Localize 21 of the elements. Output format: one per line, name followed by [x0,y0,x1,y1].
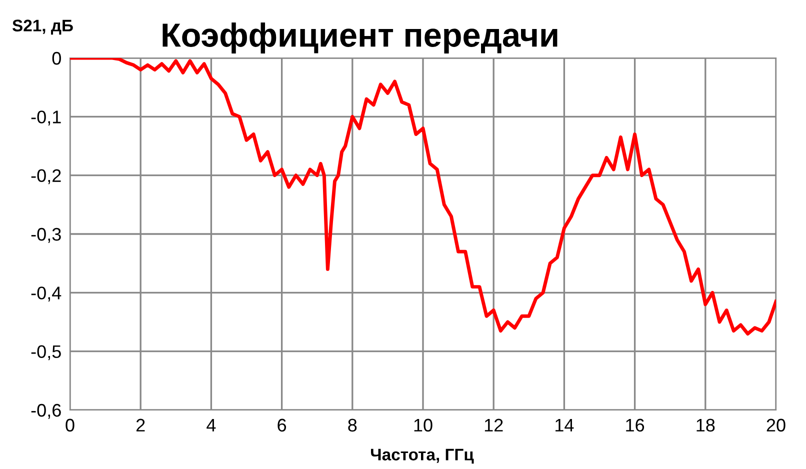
y-tick-label: -0,4 [31,286,62,302]
y-tick-label: -0,5 [31,345,61,360]
x-tick-label: 6 [278,418,286,432]
x-tick-label: 0 [66,418,74,432]
x-tick-label: 8 [348,418,357,432]
y-tick-label: -0,1 [31,110,61,126]
y-tick-label: -0,6 [31,404,61,419]
y-axis-title: S21, дБ [12,20,73,35]
y-tick-label: -0,3 [31,228,61,243]
x-tick-label: 20 [766,418,786,432]
x-tick-label: 18 [696,418,715,432]
x-tick-label: 14 [556,418,574,432]
chart-title: Коэффициент передачи [162,22,558,54]
x-tick-label: 2 [136,418,145,432]
x-tick-label: 16 [626,418,644,432]
y-tick-label: -0,2 [31,169,61,184]
x-axis-title: Частота, ГГц [371,448,474,464]
x-tick-label: 4 [206,418,216,432]
y-tick-label: 0 [52,52,61,65]
x-tick-label: 10 [414,418,432,432]
x-tick-label: 12 [484,418,503,432]
